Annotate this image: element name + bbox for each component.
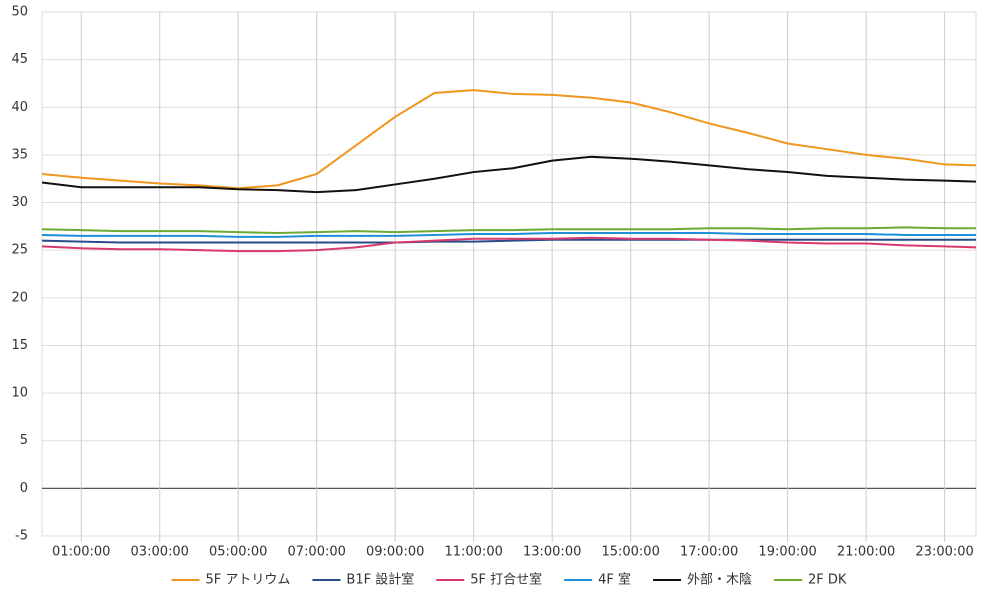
plot-area	[41, 11, 977, 537]
x-tick-label: 21:00:00	[837, 545, 895, 560]
x-tick-label: 05:00:00	[209, 545, 267, 560]
x-tick-label: 07:00:00	[288, 545, 346, 560]
legend-label: 5F アトリウム	[206, 573, 291, 588]
x-tick-label: 19:00:00	[758, 545, 816, 560]
series-line	[41, 89, 977, 190]
legend-label: 2F DK	[808, 573, 847, 588]
y-tick-label: 15	[11, 338, 28, 353]
y-tick-label: 45	[11, 52, 28, 67]
series-line	[41, 232, 976, 238]
x-tick-label: 11:00:00	[444, 545, 502, 560]
legend-label: 4F 室	[598, 572, 631, 588]
series-line	[41, 236, 977, 253]
x-tick-label: 23:00:00	[915, 545, 973, 560]
legend-label: 5F 打合せ室	[470, 572, 542, 588]
x-tick-label: 15:00:00	[601, 545, 659, 560]
legend-label: 外部・木陰	[687, 573, 752, 588]
y-tick-label: 35	[11, 147, 28, 162]
y-tick-label: 50	[11, 5, 28, 20]
legend-label: B1F 設計室	[346, 572, 414, 588]
series-line	[41, 238, 976, 244]
y-tick-label: -5	[15, 529, 28, 544]
x-tick-label: 17:00:00	[680, 545, 738, 560]
series-line	[41, 226, 976, 235]
x-tick-label: 03:00:00	[131, 545, 189, 560]
y-tick-label: 30	[11, 195, 28, 210]
series-line	[41, 155, 977, 194]
y-tick-label: 25	[11, 243, 28, 258]
x-tick-label: 09:00:00	[366, 545, 424, 560]
y-tick-label: 20	[11, 290, 28, 305]
x-tick-label: 01:00:00	[52, 545, 110, 560]
y-tick-label: 40	[11, 100, 28, 115]
y-tick-label: 10	[11, 386, 28, 401]
x-tick-label: 13:00:00	[523, 545, 581, 560]
y-tick-label: 0	[20, 481, 28, 496]
y-tick-label: 5	[20, 433, 28, 448]
